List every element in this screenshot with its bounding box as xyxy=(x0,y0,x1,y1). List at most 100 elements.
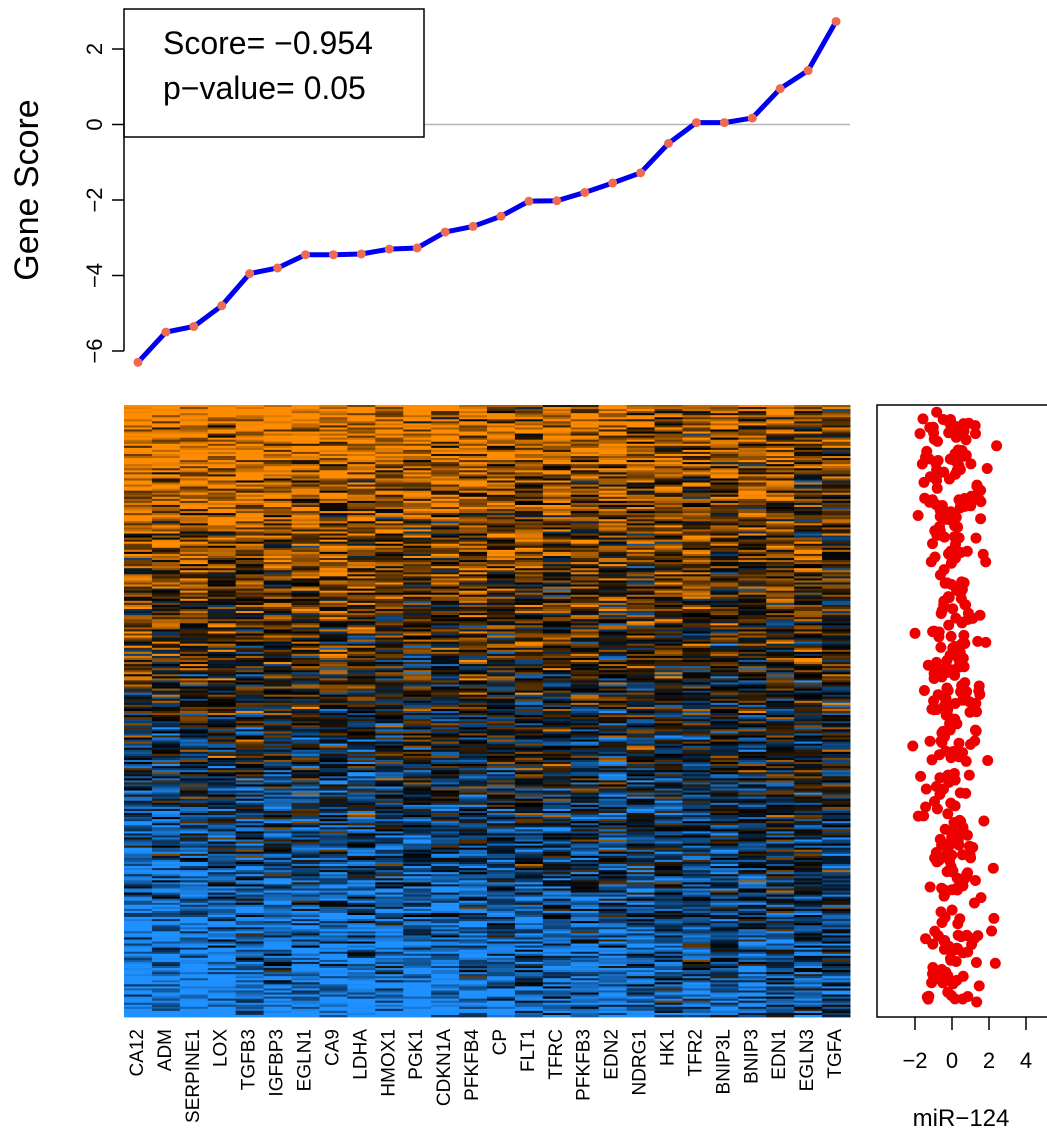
heatmap-cell xyxy=(375,486,404,490)
heatmap-cell xyxy=(626,747,656,751)
heatmap-cell xyxy=(431,686,460,689)
heatmap-cell xyxy=(738,715,767,718)
heatmap-cell xyxy=(710,780,739,783)
heatmap-cell xyxy=(738,456,767,459)
heatmap-cell xyxy=(207,480,237,483)
heatmap-cell xyxy=(235,606,265,610)
heatmap-cell xyxy=(459,586,488,589)
heatmap-cell xyxy=(794,609,823,612)
heatmap-cell xyxy=(207,643,237,647)
heatmap-cell xyxy=(431,415,460,418)
heatmap-cell xyxy=(375,629,404,632)
heatmap-cell xyxy=(347,723,376,726)
heatmap-cell xyxy=(794,574,823,577)
heatmap-cell xyxy=(570,484,600,487)
heatmap-cell xyxy=(570,617,600,620)
heatmap-cell xyxy=(710,551,739,555)
heatmap-cell xyxy=(124,566,153,569)
heatmap-cell xyxy=(179,613,209,616)
heatmap-cell xyxy=(542,545,572,549)
heatmap-cell xyxy=(682,668,711,671)
heatmap-cell xyxy=(124,441,153,445)
heatmap-cell xyxy=(124,492,153,496)
heatmap-cell xyxy=(598,635,628,638)
heatmap-cell xyxy=(431,778,460,781)
heatmap-cell xyxy=(542,751,572,755)
heatmap-cell xyxy=(654,460,683,463)
heatmap-cell xyxy=(347,427,376,430)
heatmap-cell xyxy=(626,456,656,459)
heatmap-cell xyxy=(431,566,460,569)
heatmap-cell xyxy=(487,405,516,408)
heatmap-cell xyxy=(654,784,683,787)
heatmap-cell xyxy=(375,584,404,587)
heatmap-cell xyxy=(682,578,711,581)
heatmap-cell xyxy=(179,645,209,649)
heatmap-cell xyxy=(319,747,348,751)
heatmap-cell xyxy=(514,423,544,426)
heatmap-cell xyxy=(654,606,683,610)
heatmap-cell xyxy=(431,682,460,685)
heatmap-cell xyxy=(822,460,851,463)
heatmap-cell xyxy=(179,766,209,769)
heatmap-cell xyxy=(710,429,739,432)
heatmap-cell xyxy=(598,653,628,657)
heatmap-cell xyxy=(235,649,265,653)
heatmap-cell xyxy=(514,453,544,457)
heatmap-cell xyxy=(822,625,851,628)
heatmap-cell xyxy=(431,435,460,439)
heatmap-cell xyxy=(291,431,320,434)
heatmap-cell xyxy=(151,647,181,651)
heatmap-cell xyxy=(431,484,460,487)
heatmap-cell xyxy=(207,458,237,461)
heatmap-cell xyxy=(794,531,823,534)
heatmap-cell xyxy=(291,708,320,712)
heatmap-cell xyxy=(738,733,767,736)
heatmap-cell xyxy=(822,643,851,647)
heatmap-cell xyxy=(822,786,851,789)
heatmap-cell xyxy=(235,429,265,432)
heatmap-cell xyxy=(347,745,376,749)
heatmap-cell xyxy=(235,482,265,485)
heatmap-cell xyxy=(347,741,376,745)
heatmap-cell xyxy=(403,476,432,479)
heatmap-cell xyxy=(626,635,656,638)
heatmap-cell xyxy=(375,657,404,661)
heatmap-cell xyxy=(375,737,404,740)
heatmap-cell xyxy=(319,676,348,679)
heatmap-cell xyxy=(626,606,656,610)
heatmap-cell xyxy=(682,757,711,761)
heatmap-cell xyxy=(151,643,181,647)
heatmap-cell xyxy=(319,766,348,769)
heatmap-cell xyxy=(151,419,181,422)
heatmap-cell xyxy=(375,425,404,428)
heatmap-cell xyxy=(514,747,544,751)
heatmap-cell xyxy=(319,715,348,718)
heatmap-cell xyxy=(626,496,656,500)
heatmap-cell xyxy=(542,688,572,691)
heatmap-cell xyxy=(487,774,516,777)
heatmap-cell xyxy=(570,511,600,514)
heatmap-cell xyxy=(598,623,628,626)
heatmap-cell xyxy=(291,549,320,553)
heatmap-cell xyxy=(235,549,265,553)
heatmap-cell xyxy=(403,680,432,683)
heatmap-cell xyxy=(598,649,628,653)
heatmap-cell xyxy=(431,604,460,608)
heatmap-cell xyxy=(626,719,656,722)
heatmap-cell xyxy=(570,496,600,500)
heatmap-cell xyxy=(738,664,767,667)
heatmap-cell xyxy=(514,431,544,434)
heatmap-cell xyxy=(766,417,795,420)
heatmap-cell xyxy=(403,592,432,596)
heatmap-cell xyxy=(794,627,823,630)
heatmap-cell xyxy=(347,588,376,592)
heatmap-cell xyxy=(514,594,544,598)
heatmap-cell xyxy=(207,753,237,757)
heatmap-cell xyxy=(822,717,851,720)
heatmap-cell xyxy=(682,731,711,734)
heatmap-cell xyxy=(738,486,767,490)
heatmap-cell xyxy=(263,741,293,745)
heatmap-cell xyxy=(403,739,432,742)
heatmap-cell xyxy=(738,700,767,704)
